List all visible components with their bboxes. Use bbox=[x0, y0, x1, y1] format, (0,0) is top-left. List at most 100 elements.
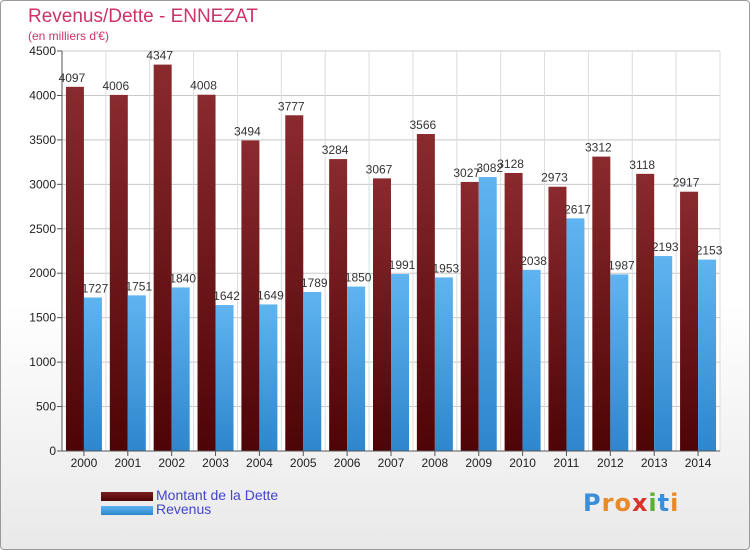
data-label-revenus: 2193 bbox=[652, 240, 679, 254]
data-label-dette: 3128 bbox=[497, 157, 524, 171]
y-tick-label: 3500 bbox=[29, 133, 56, 147]
bar-dette bbox=[460, 181, 479, 451]
bar-dette bbox=[197, 94, 216, 451]
bar-dette bbox=[153, 64, 172, 451]
bar-revenus bbox=[347, 286, 366, 451]
bar-dette bbox=[504, 172, 523, 451]
bar-revenus bbox=[215, 305, 234, 451]
data-label-revenus: 2617 bbox=[564, 202, 591, 216]
data-label-dette: 3284 bbox=[322, 143, 349, 157]
bar-revenus bbox=[83, 297, 102, 451]
data-label-dette: 4008 bbox=[190, 79, 217, 93]
data-label-dette: 3566 bbox=[410, 118, 437, 132]
data-label-revenus: 1953 bbox=[433, 261, 460, 275]
chart-subtitle: (en milliers d'€) bbox=[28, 29, 109, 43]
bar-revenus bbox=[610, 274, 629, 451]
bar-revenus bbox=[259, 304, 278, 451]
x-tick-label: 2008 bbox=[422, 456, 449, 470]
bar-dette bbox=[680, 191, 699, 451]
logo-letter: x bbox=[631, 489, 649, 517]
legend-label-dette: Montant de la Dette bbox=[156, 487, 279, 503]
x-tick-label: 2013 bbox=[641, 456, 668, 470]
data-labels: 4097 1727 4006 1751 4347 1840 4008 1642 3494 1649… bbox=[59, 49, 723, 303]
data-label-revenus: 1850 bbox=[345, 271, 372, 285]
data-label-revenus: 2153 bbox=[696, 244, 723, 258]
bar-revenus bbox=[698, 259, 717, 451]
x-tick-label: 2005 bbox=[290, 456, 317, 470]
data-label-dette: 3312 bbox=[585, 141, 612, 155]
bar-revenus bbox=[127, 295, 146, 451]
axes: 0 500 1000 1500 2000 2500 3000 3500 4000 4500 2000… bbox=[29, 44, 720, 470]
x-tick-label: 2007 bbox=[378, 456, 405, 470]
chart-title: Revenus/Dette - ENNEZAT bbox=[28, 6, 258, 27]
y-tick-label: 2000 bbox=[29, 266, 56, 280]
y-tick-label: 2500 bbox=[29, 222, 56, 236]
x-tick-label: 2011 bbox=[554, 456, 580, 470]
data-label-revenus: 1649 bbox=[257, 288, 284, 302]
data-label-revenus: 1789 bbox=[301, 276, 328, 290]
bar-dette bbox=[636, 173, 655, 451]
data-label-dette: 3494 bbox=[234, 124, 261, 138]
data-label-revenus: 1840 bbox=[169, 271, 196, 285]
bar-dette bbox=[241, 140, 260, 451]
y-tick-label: 4500 bbox=[29, 44, 56, 58]
bar-dette bbox=[592, 156, 611, 451]
bar-dette bbox=[548, 186, 567, 451]
logo-letter: o bbox=[614, 489, 632, 517]
data-label-revenus: 2038 bbox=[520, 254, 547, 268]
x-tick-label: 2000 bbox=[71, 456, 98, 470]
bar-dette bbox=[65, 86, 84, 452]
data-label-dette: 4006 bbox=[102, 79, 129, 93]
bar-revenus bbox=[566, 218, 585, 451]
bar-dette bbox=[416, 134, 435, 451]
data-label-dette: 4347 bbox=[146, 49, 173, 63]
data-label-revenus: 1727 bbox=[82, 281, 109, 295]
x-tick-label: 2003 bbox=[202, 456, 229, 470]
x-tick-label: 2006 bbox=[334, 456, 361, 470]
x-tick-label: 2010 bbox=[509, 456, 536, 470]
data-label-dette: 3027 bbox=[453, 166, 480, 180]
data-label-dette: 2917 bbox=[673, 176, 700, 190]
legend-label-revenus: Revenus bbox=[156, 501, 212, 517]
y-tick-label: 1000 bbox=[29, 355, 56, 369]
bars-group bbox=[65, 64, 717, 452]
data-label-revenus: 3082 bbox=[476, 161, 503, 175]
logo-letter: P bbox=[583, 489, 602, 517]
bar-revenus bbox=[522, 269, 541, 451]
proxiti-logo: Proxiti bbox=[583, 489, 679, 517]
y-tick-label: 500 bbox=[36, 400, 56, 414]
bar-revenus bbox=[478, 177, 497, 452]
bar-revenus bbox=[303, 291, 322, 451]
data-label-dette: 2973 bbox=[541, 171, 568, 185]
bar-revenus bbox=[654, 256, 673, 451]
data-label-revenus: 1987 bbox=[608, 258, 635, 272]
data-label-dette: 4097 bbox=[59, 71, 86, 85]
data-label-dette: 3067 bbox=[366, 162, 393, 176]
bar-dette bbox=[285, 115, 304, 452]
logo-letter: i bbox=[670, 489, 680, 517]
logo-letter: r bbox=[601, 489, 615, 517]
data-label-revenus: 1751 bbox=[125, 279, 152, 293]
logo-letter: t bbox=[657, 489, 671, 517]
bar-dette bbox=[373, 178, 391, 451]
legend-swatch-dette bbox=[101, 492, 153, 501]
y-tick-label: 1500 bbox=[29, 311, 56, 325]
x-tick-label: 2001 bbox=[114, 456, 141, 470]
x-tick-label: 2009 bbox=[465, 456, 492, 470]
x-tick-label: 2012 bbox=[597, 456, 624, 470]
bar-revenus bbox=[391, 274, 409, 451]
bar-dette bbox=[329, 159, 348, 452]
x-tick-label: 2004 bbox=[246, 456, 273, 470]
logo-letter: i bbox=[648, 489, 658, 517]
y-tick-label: 3000 bbox=[29, 177, 56, 191]
x-tick-label: 2014 bbox=[685, 456, 712, 470]
y-tick-label: 0 bbox=[49, 444, 56, 458]
bar-dette bbox=[109, 94, 128, 452]
bar-revenus bbox=[171, 287, 190, 451]
bar-revenus bbox=[434, 277, 453, 451]
data-label-dette: 3777 bbox=[278, 99, 305, 113]
legend-swatch-revenus bbox=[101, 506, 153, 515]
data-label-revenus: 1642 bbox=[213, 289, 240, 303]
